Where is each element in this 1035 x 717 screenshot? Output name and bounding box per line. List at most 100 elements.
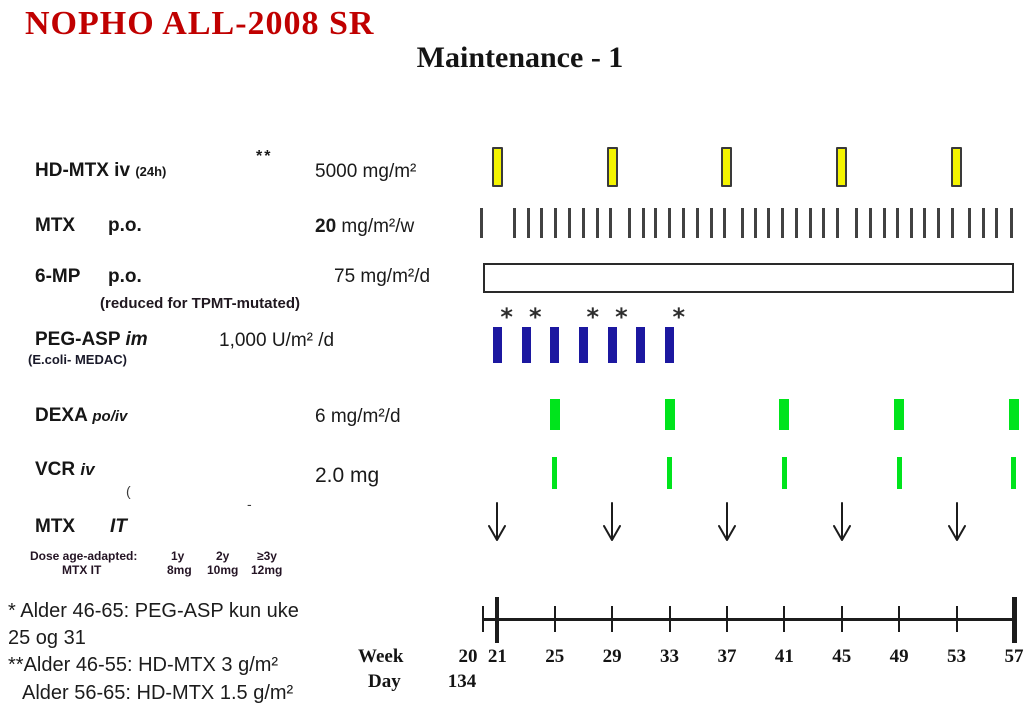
hdmtx-name: HD-MTX [35, 160, 109, 181]
mtx-po-tick [937, 208, 941, 238]
axis-week-caption: Week [358, 646, 404, 667]
mtx-po-tick [553, 208, 557, 238]
mtx-po-tick [709, 208, 713, 238]
hdmtx-dose-bar [721, 147, 733, 187]
dexa-dose-bar [1008, 399, 1019, 430]
mtx-po-tick [681, 208, 685, 238]
hdmtx-dose-bar [836, 147, 848, 187]
age-table-col2: 2y [216, 549, 230, 563]
pegasp-asterisk: * [500, 303, 513, 331]
hdmtx-duration: (24h) [135, 164, 167, 179]
age-table-val1: 8mg [167, 563, 192, 577]
pegasp-asterisk: * [529, 303, 542, 331]
mtx-it-arrow-icon [717, 502, 736, 541]
week-axis-tick [898, 606, 901, 632]
pegasp-product: (E.coli- MEDAC) [28, 352, 127, 367]
mtx-po-tick [741, 208, 745, 238]
mtxpo-dose: 20 mg/m²/w [315, 216, 414, 238]
mtxpo-name: MTX [35, 215, 76, 236]
mtx-po-tick [567, 208, 571, 238]
mtx-po-tick [780, 208, 784, 238]
dexa-route: po/iv [92, 408, 128, 425]
pegasp-dose: 1,000 U/m² /d [219, 330, 335, 351]
footnote-line-2: 25 og 31 [8, 627, 86, 649]
mtx-po-tick [835, 208, 839, 238]
mtxit-name: MTX [35, 516, 76, 537]
pegasp-asterisk: * [586, 303, 599, 331]
hdmtx-dose-bar [491, 147, 503, 187]
mtx-po-tick [896, 208, 900, 238]
mtx-po-tick [909, 208, 913, 238]
axis-week-number: 33 [660, 646, 680, 667]
dexa-dose-bar [664, 399, 675, 430]
pegasp-route: im [125, 329, 148, 350]
hdmtx-dose-bar [606, 147, 618, 187]
axis-week-number: 49 [889, 646, 909, 667]
dexa-dose-bar [779, 399, 790, 430]
week-axis-tick [783, 606, 786, 632]
mtx-po-tick [795, 208, 799, 238]
age-table-val3: 12mg [251, 563, 283, 577]
vcr-label: VCR iv [35, 459, 95, 481]
pegasp-label: PEG-ASP im [35, 329, 148, 351]
page-title: NOPHO ALL-2008 SR [25, 5, 375, 42]
dexa-dose-bar [549, 399, 560, 430]
six-mp-bar [483, 263, 1014, 293]
vcr-name: VCR [35, 459, 76, 480]
axis-week-number: 41 [774, 646, 794, 667]
mtxit-route: IT [110, 516, 127, 537]
axis-week-number: 20 [458, 646, 478, 667]
axis-week-number: 29 [602, 646, 622, 667]
hdmtx-label: HD-MTX iv (24h) [35, 160, 166, 182]
vcr-dose-bar [896, 457, 902, 489]
pegasp-name: PEG-ASP [35, 329, 121, 350]
hdmtx-dose: 5000 mg/m² [315, 161, 417, 182]
sixmp-tpmt-note: (reduced for TPMT-mutated) [100, 295, 301, 312]
mtx-po-tick [950, 208, 954, 238]
age-table-col1: 1y [171, 549, 185, 563]
pegasp-dose-bar [521, 327, 531, 363]
mtx-it-arrow-icon [488, 502, 507, 541]
age-table-row-label: MTX IT [62, 563, 102, 577]
mtx-po-tick [868, 208, 872, 238]
dexa-label: DEXA po/iv [35, 405, 127, 427]
mtx-po-tick [668, 208, 672, 238]
mtx-po-tick [696, 208, 700, 238]
vcr-dose-bar [552, 457, 558, 489]
age-table-val2: 10mg [207, 563, 239, 577]
axis-week-number: 57 [1004, 646, 1024, 667]
vcr-dose-bar [781, 457, 787, 489]
week-axis-tick [725, 606, 728, 632]
axis-day-caption: Day [368, 671, 401, 692]
dexa-dose-bar [894, 399, 905, 430]
vcr-dose: 2.0 mg [315, 464, 380, 487]
vcr-route: iv [80, 460, 95, 479]
mtx-po-tick [581, 208, 585, 238]
mtx-po-tick [609, 208, 613, 238]
axis-week-number: 21 [487, 646, 507, 667]
sixmp-dose: 75 mg/m²/d [334, 266, 431, 287]
hdmtx-dose-bar [951, 147, 963, 187]
vcr-dose-bar [667, 457, 673, 489]
page-subtitle: Maintenance - 1 [416, 41, 624, 74]
mtx-po-tick [723, 208, 727, 238]
axis-day-value: 134 [447, 671, 477, 692]
week-axis-line [483, 618, 1017, 621]
slide-artifact-dash: - [247, 496, 252, 512]
mtx-po-tick [808, 208, 812, 238]
mtx-po-tick [627, 208, 631, 238]
week-axis-tick [668, 606, 671, 632]
sixmp-name: 6-MP [35, 266, 81, 287]
week-axis-tick-major [1011, 597, 1017, 643]
mtx-po-tick [526, 208, 530, 238]
mtx-po-tick [654, 208, 658, 238]
mtx-po-tick [767, 208, 771, 238]
axis-week-number: 53 [947, 646, 967, 667]
sixmp-route: p.o. [108, 266, 142, 287]
week-axis-tick [840, 606, 843, 632]
week-axis-tick-major [495, 597, 500, 643]
pegasp-dose-bar [550, 327, 560, 363]
mtx-po-tick [513, 208, 517, 238]
